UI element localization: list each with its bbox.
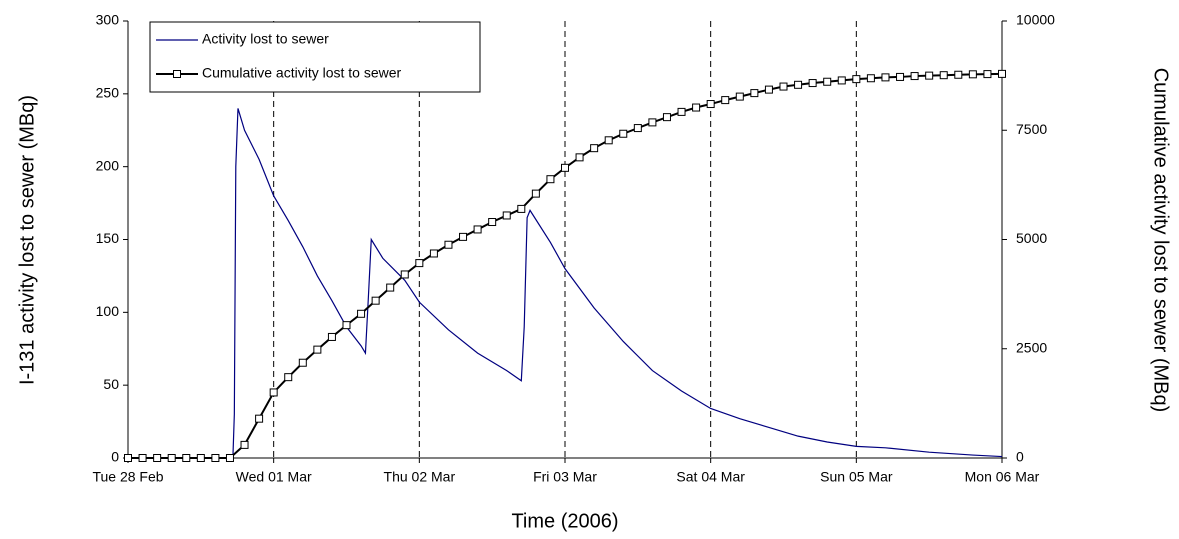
marker (284, 373, 293, 382)
y-tick-label: 0 (111, 449, 119, 465)
marker (400, 270, 409, 279)
marker (357, 309, 366, 318)
marker (546, 175, 555, 184)
legend-marker (173, 70, 181, 78)
legend-label: Cumulative activity lost to sewer (202, 65, 402, 81)
x-axis-label: Time (2006) (511, 510, 618, 532)
marker (648, 118, 657, 127)
marker (881, 73, 890, 82)
marker (866, 74, 875, 83)
y2-tick-label: 2500 (1016, 339, 1047, 355)
marker (721, 96, 730, 105)
y-tick-label: 100 (96, 303, 120, 319)
marker (794, 80, 803, 89)
y2-tick-label: 7500 (1016, 121, 1047, 137)
x-tick-label: Tue 28 Feb (92, 469, 163, 485)
marker (255, 414, 264, 423)
marker (604, 136, 613, 145)
marker (561, 163, 569, 172)
marker (852, 75, 861, 84)
marker (240, 440, 249, 449)
y-tick-label: 300 (96, 12, 120, 28)
marker (735, 92, 744, 101)
marker (910, 72, 919, 81)
marker (706, 100, 715, 109)
marker (896, 72, 905, 81)
y-tick-label: 200 (96, 157, 120, 173)
marker (488, 218, 497, 227)
marker (225, 454, 234, 462)
x-tick-label: Wed 01 Mar (236, 469, 312, 485)
marker (764, 85, 773, 94)
marker (837, 76, 846, 85)
marker (677, 107, 686, 116)
marker (124, 454, 132, 462)
legend-box (149, 21, 481, 93)
y2-tick-label: 5000 (1016, 230, 1047, 246)
marker (196, 454, 205, 462)
marker (342, 321, 351, 330)
marker (327, 332, 336, 341)
marker (211, 454, 220, 462)
y2-tick-label: 10000 (1016, 12, 1055, 28)
marker (823, 77, 832, 86)
marker (298, 358, 307, 367)
marker (153, 454, 162, 462)
marker (138, 454, 147, 462)
series-line (128, 108, 1003, 459)
marker (386, 283, 395, 292)
legend-label: Activity lost to sewer (202, 31, 329, 47)
marker (925, 71, 934, 80)
marker (968, 70, 977, 79)
marker (371, 296, 380, 305)
marker (954, 70, 963, 79)
marker (429, 249, 438, 258)
marker (808, 79, 817, 88)
marker (750, 89, 759, 98)
marker (444, 240, 453, 249)
x-tick-label: Sun 05 Mar (820, 469, 893, 485)
marker (633, 124, 642, 133)
marker (182, 454, 191, 462)
x-tick-label: Mon 06 Mar (965, 469, 1040, 485)
marker (779, 82, 788, 91)
marker (662, 113, 671, 122)
x-tick-label: Thu 02 Mar (384, 469, 456, 485)
y2-axis-label: Cumulative activity lost to sewer (MBq) (1150, 68, 1172, 413)
marker (415, 259, 424, 268)
marker (983, 70, 992, 79)
marker (313, 345, 322, 354)
marker (531, 189, 540, 198)
marker (473, 225, 482, 234)
marker (619, 129, 628, 138)
marker (167, 454, 176, 462)
x-tick-label: Fri 03 Mar (533, 469, 597, 485)
y-tick-label: 150 (96, 230, 120, 246)
y2-tick-label: 0 (1016, 449, 1024, 465)
marker (939, 71, 948, 80)
marker (590, 144, 599, 153)
marker (502, 211, 511, 220)
marker (575, 153, 584, 162)
marker (269, 388, 278, 397)
marker (692, 103, 701, 112)
marker (998, 69, 1006, 78)
marker (459, 232, 468, 241)
x-tick-label: Sat 04 Mar (676, 469, 745, 485)
marker (517, 204, 526, 213)
y-axis-label: I-131 activity lost to sewer (MBq) (16, 95, 38, 385)
y-tick-label: 250 (96, 85, 120, 101)
y-tick-label: 50 (103, 376, 119, 392)
